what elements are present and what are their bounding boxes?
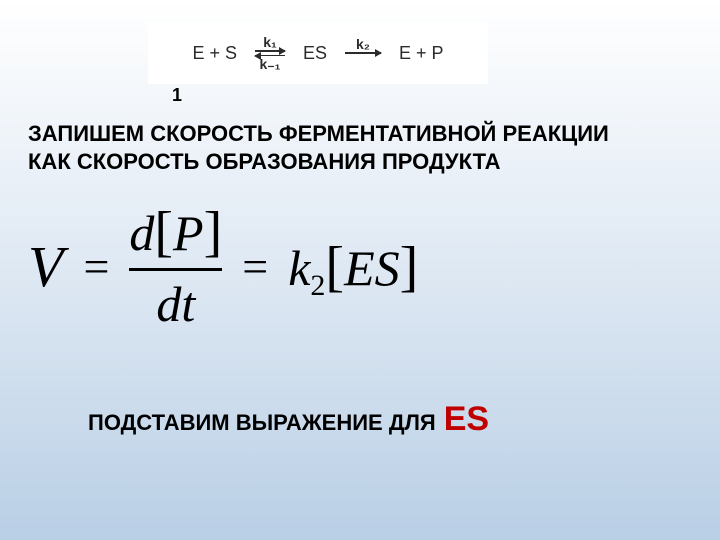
eq-fraction-bar xyxy=(129,268,222,271)
reversible-arrow-group: k₁ k₋₁ xyxy=(255,35,285,71)
substitute-text: ПОДСТАВИМ ВЫРАЖЕНИЕ ДЛЯ ES xyxy=(88,400,489,439)
scheme-products: E + P xyxy=(399,43,444,64)
reaction-scheme: E + S k₁ k₋₁ ES k₂ E + P xyxy=(192,35,443,71)
eq-rhs: k 2 [ ES ] xyxy=(288,235,418,299)
spacer xyxy=(361,55,365,69)
eq-fraction: d [ P ] dt xyxy=(129,200,222,333)
k-minus-1-label: k₋₁ xyxy=(260,57,281,71)
eq-ES: ES xyxy=(344,239,400,297)
description-text: ЗАПИШЕМ СКОРОСТЬ ФЕРМЕНТАТИВНОЙ РЕАКЦИИ … xyxy=(28,120,688,175)
eq-k-sub: 2 xyxy=(310,269,325,303)
substitute-prefix: ПОДСТАВИМ ВЫРАЖЕНИЕ ДЛЯ xyxy=(88,410,436,436)
description-line-2: КАК СКОРОСТЬ ОБРАЗОВАНИЯ ПРОДУКТА xyxy=(28,149,501,174)
eq-rbracket-P: ] xyxy=(204,200,223,264)
description-line-1: ЗАПИШЕМ СКОРОСТЬ ФЕРМЕНТАТИВНОЙ РЕАКЦИИ xyxy=(28,121,609,146)
eq-k: k xyxy=(288,239,310,297)
scheme-reactants: E + S xyxy=(192,43,237,64)
forward-arrow-icon xyxy=(345,52,381,54)
forward-arrow-group: k₂ xyxy=(345,37,381,69)
eq-equals-1: = xyxy=(77,240,115,293)
eq-lbracket-P: [ xyxy=(154,200,173,264)
rate-equation: V = d [ P ] dt = k 2 [ ES ] xyxy=(28,200,688,333)
scheme-intermediate: ES xyxy=(303,43,327,64)
eq-denominator: dt xyxy=(156,275,195,333)
eq-d-num: d xyxy=(129,204,154,262)
reversible-arrow-icon xyxy=(255,50,285,56)
k1-label: k₁ xyxy=(263,35,277,49)
eq-rbracket-ES: ] xyxy=(400,235,419,299)
eq-P: P xyxy=(173,204,204,262)
k2-label: k₂ xyxy=(356,37,370,51)
substitute-ES: ES xyxy=(444,400,489,439)
eq-lbracket-ES: [ xyxy=(325,235,344,299)
reaction-scheme-box: E + S k₁ k₋₁ ES k₂ E + P xyxy=(148,22,488,84)
eq-numerator: d [ P ] xyxy=(129,200,222,264)
eq-V: V xyxy=(28,233,63,300)
eq-equals-2: = xyxy=(236,240,274,293)
scheme-footnote: 1 xyxy=(172,85,182,106)
